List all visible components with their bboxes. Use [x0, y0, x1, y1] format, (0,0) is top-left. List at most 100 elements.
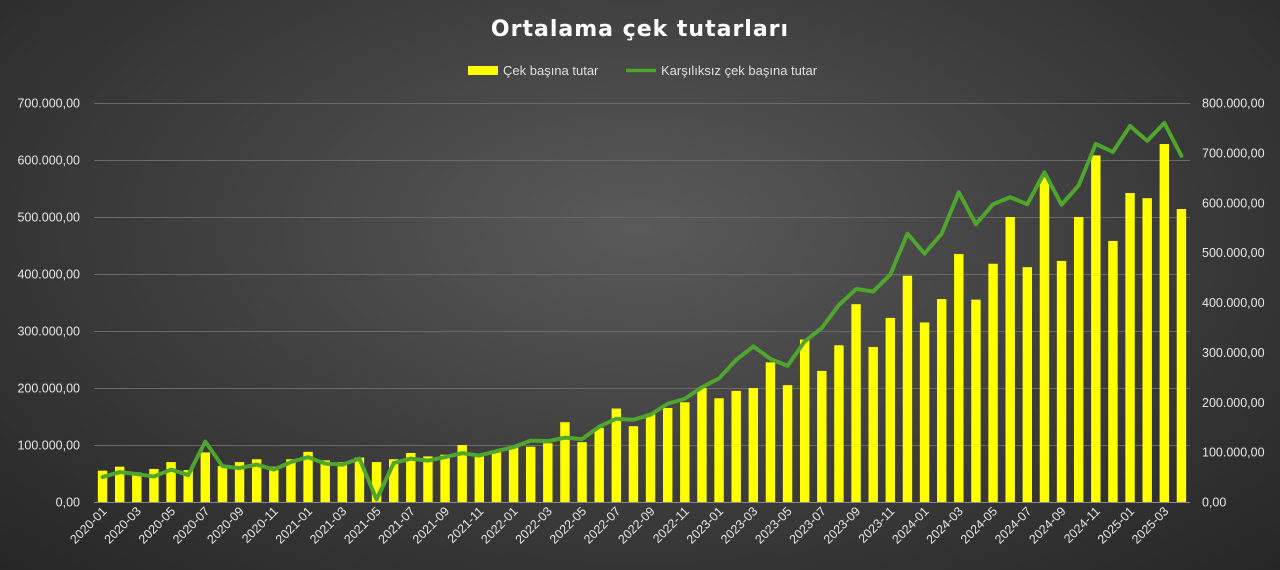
x-tick-label: 2024-05: [958, 504, 1000, 546]
x-tick-label: 2024-03: [924, 504, 966, 546]
bar: [834, 345, 844, 502]
bar: [662, 407, 673, 502]
y-left-tick-label: 300.000,00: [17, 325, 80, 339]
bar: [1022, 267, 1033, 502]
x-tick-label: 2024-01: [889, 504, 931, 546]
bar: [1056, 260, 1067, 502]
bar: [714, 398, 724, 502]
x-axis-ticks: 2020-012020-032020-052020-072020-092020-…: [67, 504, 1171, 546]
bar: [817, 370, 827, 502]
x-tick-label: 2021-03: [307, 504, 349, 546]
bar: [1108, 240, 1118, 502]
y-right-tick-label: 500.000,00: [1202, 246, 1265, 260]
bar: [406, 452, 416, 502]
bar: [680, 402, 690, 502]
x-tick-label: 2024-09: [1026, 504, 1068, 546]
bar: [954, 254, 964, 502]
bar: [183, 470, 193, 502]
y-right-tick-label: 700.000,00: [1202, 146, 1265, 160]
x-tick-label: 2023-09: [821, 504, 863, 546]
x-tick-label: 2025-01: [1095, 504, 1137, 546]
bar: [371, 462, 382, 502]
y-right-tick-label: 300.000,00: [1202, 346, 1265, 360]
y-left-tick-label: 600.000,00: [17, 154, 80, 168]
bar: [217, 466, 228, 502]
bar: [200, 452, 211, 502]
y-left-tick-label: 700.000,00: [17, 97, 80, 111]
bar: [885, 317, 896, 502]
bar: [423, 456, 433, 502]
x-tick-label: 2020-01: [67, 504, 109, 546]
x-tick-label: 2022-09: [615, 504, 657, 546]
x-tick-label: 2025-03: [1129, 504, 1171, 546]
right-axis-ticks: 0,00 100.000,00 200.000,00 300.000,00 400.00…: [1202, 97, 1265, 510]
bar: [731, 390, 741, 502]
bar: [269, 466, 279, 502]
bar: [988, 263, 998, 502]
bar: [114, 466, 125, 502]
bar: [611, 408, 622, 502]
bar: [851, 304, 861, 502]
gridlines: [94, 103, 1190, 503]
x-tick-label: 2021-07: [376, 504, 418, 546]
y-left-tick-label: 100.000,00: [17, 439, 80, 453]
y-left-tick-label: 500.000,00: [17, 211, 80, 225]
bar: [234, 462, 245, 502]
bar: [1039, 177, 1050, 502]
bar-series: [97, 144, 1187, 503]
x-tick-label: 2022-01: [478, 504, 520, 546]
x-tick-label: 2021-09: [410, 504, 452, 546]
x-tick-label: 2023-05: [752, 504, 794, 546]
legend-bar-swatch: [468, 66, 498, 75]
bar: [799, 339, 810, 502]
bar: [525, 446, 536, 502]
bar: [1073, 217, 1084, 502]
x-tick-label: 2023-07: [787, 504, 829, 546]
bar: [1176, 209, 1187, 502]
bar: [919, 322, 930, 502]
x-tick-label: 2022-05: [547, 504, 589, 546]
x-tick-label: 2021-01: [273, 504, 315, 546]
bar: [1091, 155, 1101, 502]
y-right-tick-label: 0,00: [1202, 496, 1226, 510]
bar: [286, 459, 296, 502]
bar: [645, 413, 656, 502]
y-right-tick-label: 600.000,00: [1202, 196, 1265, 210]
bar: [971, 299, 981, 502]
y-left-tick-label: 400.000,00: [17, 268, 80, 282]
x-tick-label: 2020-05: [136, 504, 178, 546]
left-axis-ticks: 0,00 100.000,00 200.000,00 300.000,00 400.00…: [17, 97, 80, 510]
bar: [166, 462, 176, 502]
x-tick-label: 2020-07: [170, 504, 212, 546]
chart-title: Ortalama çek tutarları: [491, 17, 789, 42]
x-tick-label: 2021-05: [341, 504, 383, 546]
bar: [594, 427, 604, 502]
bar: [457, 445, 467, 502]
legend-bar-label: Çek başına tutar: [503, 63, 599, 78]
bar: [388, 459, 399, 502]
bar: [132, 472, 142, 502]
bar: [902, 275, 913, 502]
x-tick-label: 2023-03: [718, 504, 760, 546]
y-left-tick-label: 0,00: [56, 496, 80, 510]
x-tick-label: 2022-07: [581, 504, 623, 546]
series-line: [100, 120, 1184, 502]
bar: [697, 388, 707, 502]
bar: [149, 468, 159, 502]
bar: [628, 426, 639, 502]
y-left-tick-label: 200.000,00: [17, 382, 80, 396]
line-series: [100, 120, 1184, 502]
y-right-tick-label: 800.000,00: [1202, 97, 1265, 111]
bar: [577, 442, 587, 502]
x-tick-label: 2023-01: [684, 504, 726, 546]
bar: [251, 459, 262, 502]
legend: Çek başına tutar Karşılıksız çek başına …: [468, 63, 818, 78]
y-right-tick-label: 400.000,00: [1202, 296, 1265, 310]
bar: [543, 443, 553, 502]
bar: [303, 451, 313, 502]
bar: [1159, 144, 1170, 503]
bar: [560, 422, 570, 502]
x-tick-label: 2022-03: [513, 504, 555, 546]
bar: [765, 362, 776, 502]
